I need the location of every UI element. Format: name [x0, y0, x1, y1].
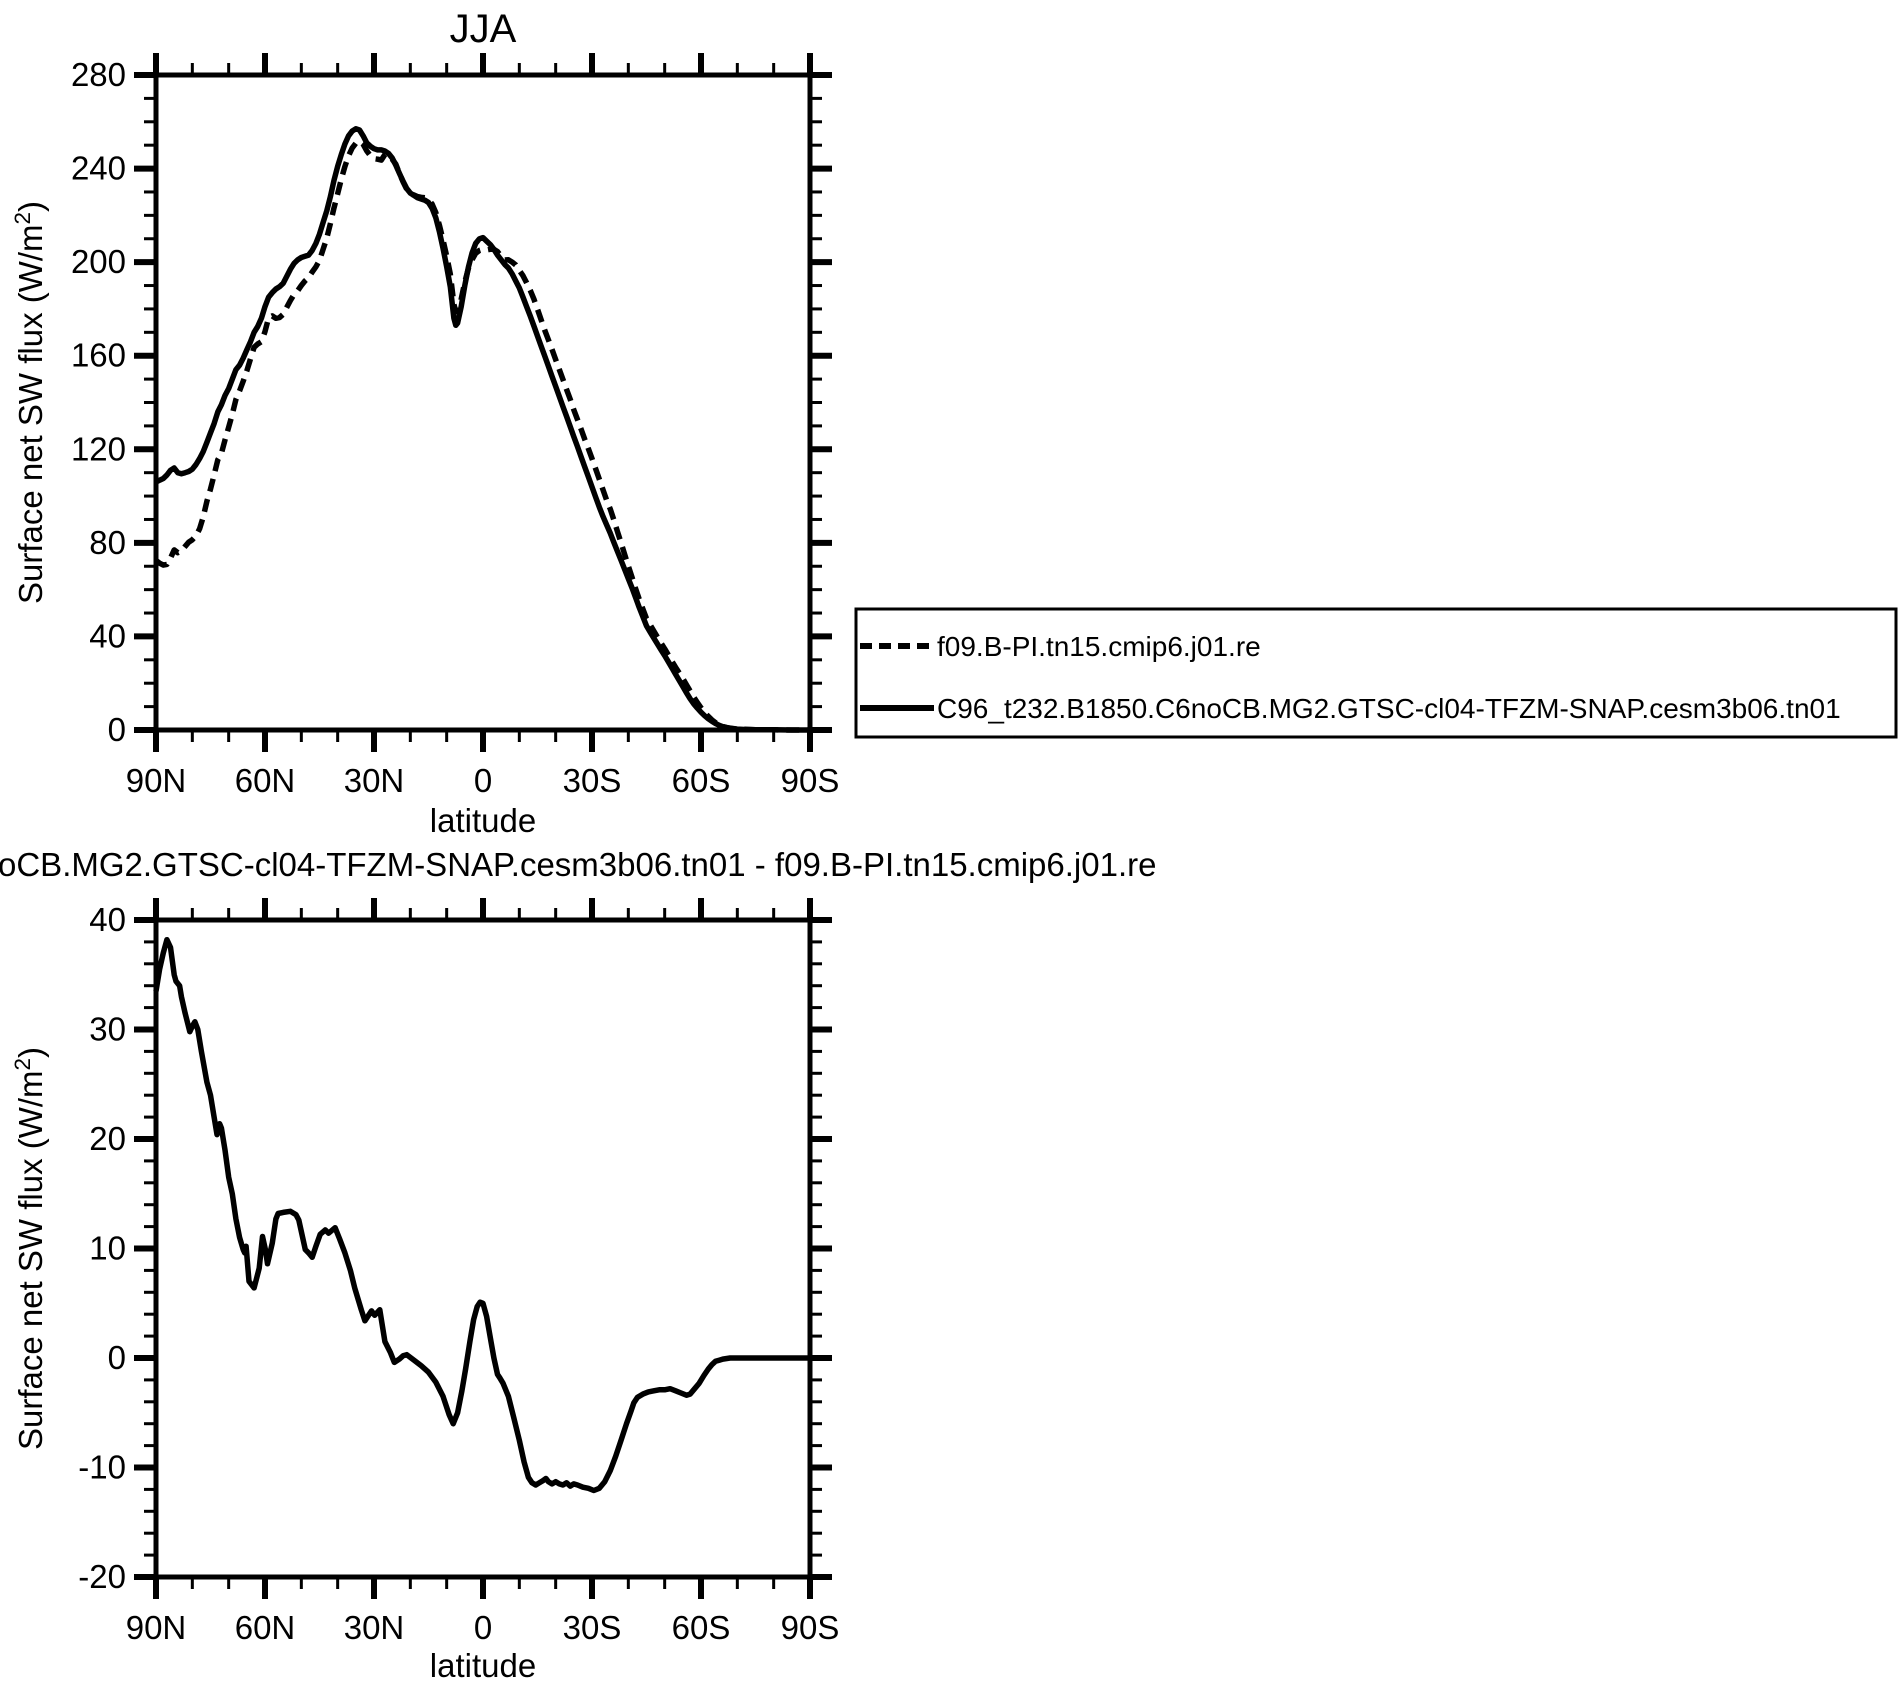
- x-tick-label: 90N: [126, 1609, 187, 1646]
- legend: f09.B-PI.tn15.cmip6.j01.re C96_t232.B185…: [854, 607, 1898, 739]
- x-tick-label: 60S: [672, 762, 731, 799]
- axis-ticks: [134, 53, 832, 752]
- x-tick-label: 90S: [781, 762, 840, 799]
- y-tick-label: 120: [71, 430, 126, 467]
- legend-label-dashed: f09.B-PI.tn15.cmip6.j01.re: [937, 631, 1261, 662]
- x-tick-label: 30N: [344, 762, 405, 799]
- series-dashed-0: [154, 138, 810, 733]
- x-tick-label: 30N: [344, 1609, 405, 1646]
- y-tick-label: 0: [108, 1339, 126, 1376]
- y-axis-label: Surface net SW flux (W/m2): [10, 201, 49, 604]
- y-tick-label: 280: [71, 56, 126, 93]
- plot-frame: [153, 72, 813, 733]
- x-tick-label: 0: [474, 762, 492, 799]
- x-tick-label: 0: [474, 1609, 492, 1646]
- y-tick-label: 0: [108, 711, 126, 748]
- bottom-chart: 90N 60N 30N 0 30S 60S 90S -20 -10 0 10 20 30 40 Surfac…: [10, 898, 839, 1646]
- y-tick-label: 40: [89, 901, 126, 938]
- top-chart-title: JJA: [450, 7, 517, 51]
- series-solid-1: [154, 126, 810, 733]
- y-axis-label: Surface net SW flux (W/m2): [10, 1047, 49, 1450]
- bottom-chart-title: oCB.MG2.GTSC-cl04-TFZM-SNAP.cesm3b06.tn0…: [0, 846, 1156, 883]
- axis-ticks: [134, 898, 832, 1599]
- y-tick-label: 40: [89, 617, 126, 654]
- y-tick-label: 80: [89, 524, 126, 561]
- y-tick-label: 10: [89, 1230, 126, 1267]
- y-tick-label: 30: [89, 1011, 126, 1048]
- legend-label-solid: C96_t232.B1850.C6noCB.MG2.GTSC-cl04-TFZM…: [937, 693, 1841, 724]
- series-solid-0: [153, 936, 810, 1494]
- x-tick-label: 30S: [563, 762, 622, 799]
- axis-tick-labels: 90N 60N 30N 0 30S 60S 90S -20 -10 0 10 20 30 40: [78, 901, 839, 1646]
- y-tick-label: 240: [71, 150, 126, 187]
- x-tick-label: 90N: [126, 762, 187, 799]
- x-tick-label: 30S: [563, 1609, 622, 1646]
- y-tick-label: -10: [78, 1449, 126, 1486]
- x-tick-label: 60S: [672, 1609, 731, 1646]
- top-chart-xlabel: latitude: [430, 802, 536, 839]
- axis-tick-labels: 90N 60N 30N 0 30S 60S 90S 0 40 80 120 160 200 240 280: [71, 56, 839, 799]
- x-tick-label: 60N: [235, 1609, 296, 1646]
- bottom-chart-xlabel: latitude: [430, 1647, 536, 1684]
- y-tick-label: 20: [89, 1120, 126, 1157]
- x-tick-label: 60N: [235, 762, 296, 799]
- y-tick-label: 200: [71, 243, 126, 280]
- x-tick-label: 90S: [781, 1609, 840, 1646]
- y-tick-label: 160: [71, 337, 126, 374]
- plot-frame: [153, 917, 813, 1580]
- legend-box: [854, 607, 1898, 739]
- y-tick-label: -20: [78, 1558, 126, 1595]
- top-chart: 90N 60N 30N 0 30S 60S 90S 0 40 80 120 160 200 240 280 S…: [10, 53, 839, 799]
